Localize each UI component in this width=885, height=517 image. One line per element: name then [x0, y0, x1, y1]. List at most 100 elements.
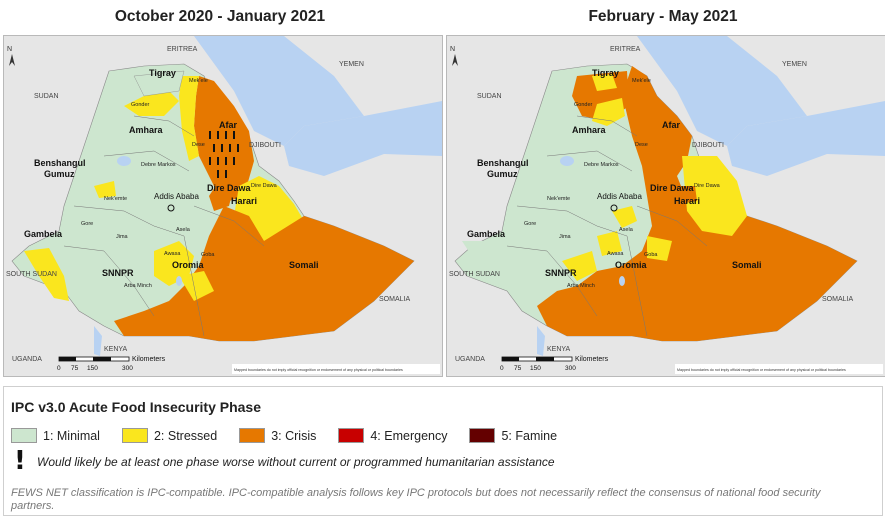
map-feb-may: N ERITREA YEMEN SUDAN DJIBOUTI SOUTH SUD… [447, 36, 885, 376]
label-uganda: UGANDA [455, 356, 485, 363]
lake-turkana [94, 326, 102, 356]
town-dire-dawa: Dire Dawa [251, 183, 278, 189]
label-south-sudan: SOUTH SUDAN [449, 271, 500, 278]
label-somalia: SOMALIA [822, 296, 853, 303]
label-sudan: SUDAN [477, 93, 502, 100]
tigray-stressed [124, 91, 179, 116]
legend-item-emergency: 4: Emergency [338, 428, 447, 443]
region-afar: Afar [219, 120, 238, 130]
town-gore: Gore [81, 221, 93, 227]
svg-text:N: N [450, 46, 455, 53]
svg-text:0: 0 [57, 365, 61, 372]
label-djibouti: DJIBOUTI [249, 142, 281, 149]
town-mekele: Mek'ele [632, 78, 651, 84]
map-oct-jan: N ERITREA YEMEN SUDAN DJIBOUTI SOUTH SUD… [4, 36, 442, 376]
swatch-crisis [239, 428, 266, 443]
town-arba-minch: Arba Minch [124, 283, 152, 289]
swatch-minimal [11, 428, 37, 443]
region-harari: Harari [674, 196, 700, 206]
legend-item-minimal: 1: Minimal [11, 428, 100, 443]
assistance-note: Would likely be at least one phase worse… [37, 455, 555, 469]
lake-turkana [537, 326, 545, 356]
region-amhara: Amhara [129, 125, 164, 135]
map-panel-oct-jan: N ERITREA YEMEN SUDAN DJIBOUTI SOUTH SUD… [3, 35, 443, 377]
svg-text:75: 75 [514, 365, 522, 372]
svg-text:N: N [7, 46, 12, 53]
oromia-stressed [154, 241, 194, 286]
label-uganda: UGANDA [12, 356, 42, 363]
svg-text:300: 300 [565, 365, 576, 372]
exclamation-icon: ! [14, 446, 26, 476]
label-somalia: SOMALIA [379, 296, 410, 303]
town-asela: Asela [176, 227, 191, 233]
region-gumuz: Gumuz [487, 169, 518, 179]
region-dire-dawa: Dire Dawa [207, 183, 252, 193]
lake-tana [560, 156, 574, 166]
label-south-sudan: SOUTH SUDAN [6, 271, 57, 278]
town-jima: Jima [116, 234, 129, 240]
legend-items: 1: Minimal 2: Stressed 3: Crisis 4: Emer… [11, 428, 579, 443]
region-tigray: Tigray [592, 68, 619, 78]
footer-note: FEWS NET classification is IPC-compatibl… [11, 487, 821, 512]
town-mekele: Mek'ele [189, 78, 208, 84]
label-kenya: KENYA [547, 346, 571, 353]
region-somali: Somali [732, 260, 762, 270]
map-title-right: February - May 2021 [588, 8, 738, 25]
label-eritrea: ERITREA [167, 46, 198, 53]
town-arba-minch: Arba Minch [567, 283, 595, 289]
gambela-stressed [24, 248, 69, 301]
town-asela: Asela [619, 227, 634, 233]
disclaimer: Mapped boundaries do not imply official … [677, 368, 846, 372]
town-dese: Dese [192, 142, 205, 148]
label-kenya: KENYA [104, 346, 128, 353]
town-gonder: Gonder [131, 102, 150, 108]
legend-item-stressed: 2: Stressed [121, 428, 217, 443]
region-amhara: Amhara [572, 125, 607, 135]
region-benshangul: Benshangul [34, 158, 86, 168]
map-panel-feb-may: N ERITREA YEMEN SUDAN DJIBOUTI SOUTH SUD… [446, 35, 885, 377]
svg-text:Kilometers: Kilometers [132, 356, 166, 363]
region-benshangul: Benshangul [477, 158, 529, 168]
capital-icon [610, 204, 618, 212]
town-debre-markos: Debre Markos [141, 162, 176, 168]
label-eritrea: ERITREA [610, 46, 641, 53]
region-dire-dawa: Dire Dawa [650, 183, 695, 193]
scale-bar: Kilometers 0 75 150 300 [57, 356, 166, 372]
gulf-of-aden [284, 101, 442, 176]
north-arrow-icon: N [7, 46, 15, 66]
town-dire-dawa: Dire Dawa [694, 183, 721, 189]
legend-item-famine: 5: Famine [469, 428, 557, 443]
region-oromia: Oromia [172, 260, 205, 270]
north-arrow-icon: N [450, 46, 458, 66]
region-gumuz: Gumuz [44, 169, 75, 179]
swatch-stressed [121, 428, 148, 443]
scale-bar: Kilometers 0 75 150 300 [500, 356, 609, 372]
assistance-marks [209, 131, 239, 178]
swatch-emergency [338, 428, 365, 443]
swatch-famine [469, 428, 496, 443]
region-somali: Somali [289, 260, 319, 270]
label-addis-ababa: Addis Ababa [154, 192, 199, 201]
legend-item-crisis: 3: Crisis [239, 428, 316, 443]
somali-oromia-crisis [114, 206, 414, 341]
afar-crisis [194, 76, 254, 201]
region-gambela: Gambela [467, 229, 506, 239]
red-sea [194, 36, 364, 146]
label-yemen: YEMEN [782, 61, 807, 68]
label-yemen: YEMEN [339, 61, 364, 68]
svg-text:150: 150 [530, 365, 541, 372]
region-oromia: Oromia [615, 260, 648, 270]
town-nekemte: Nek'emte [104, 196, 127, 202]
svg-text:300: 300 [122, 365, 133, 372]
region-harari: Harari [231, 196, 257, 206]
gulf-of-aden [727, 101, 885, 176]
region-snnpr: SNNPR [102, 268, 134, 278]
town-goba: Goba [201, 252, 215, 258]
region-tigray: Tigray [149, 68, 176, 78]
region-gambela: Gambela [24, 229, 63, 239]
town-debre-markos: Debre Markos [584, 162, 619, 168]
town-awasa: Awasa [607, 251, 624, 257]
label-addis-ababa: Addis Ababa [597, 192, 642, 201]
label-sudan: SUDAN [34, 93, 59, 100]
svg-text:150: 150 [87, 365, 98, 372]
